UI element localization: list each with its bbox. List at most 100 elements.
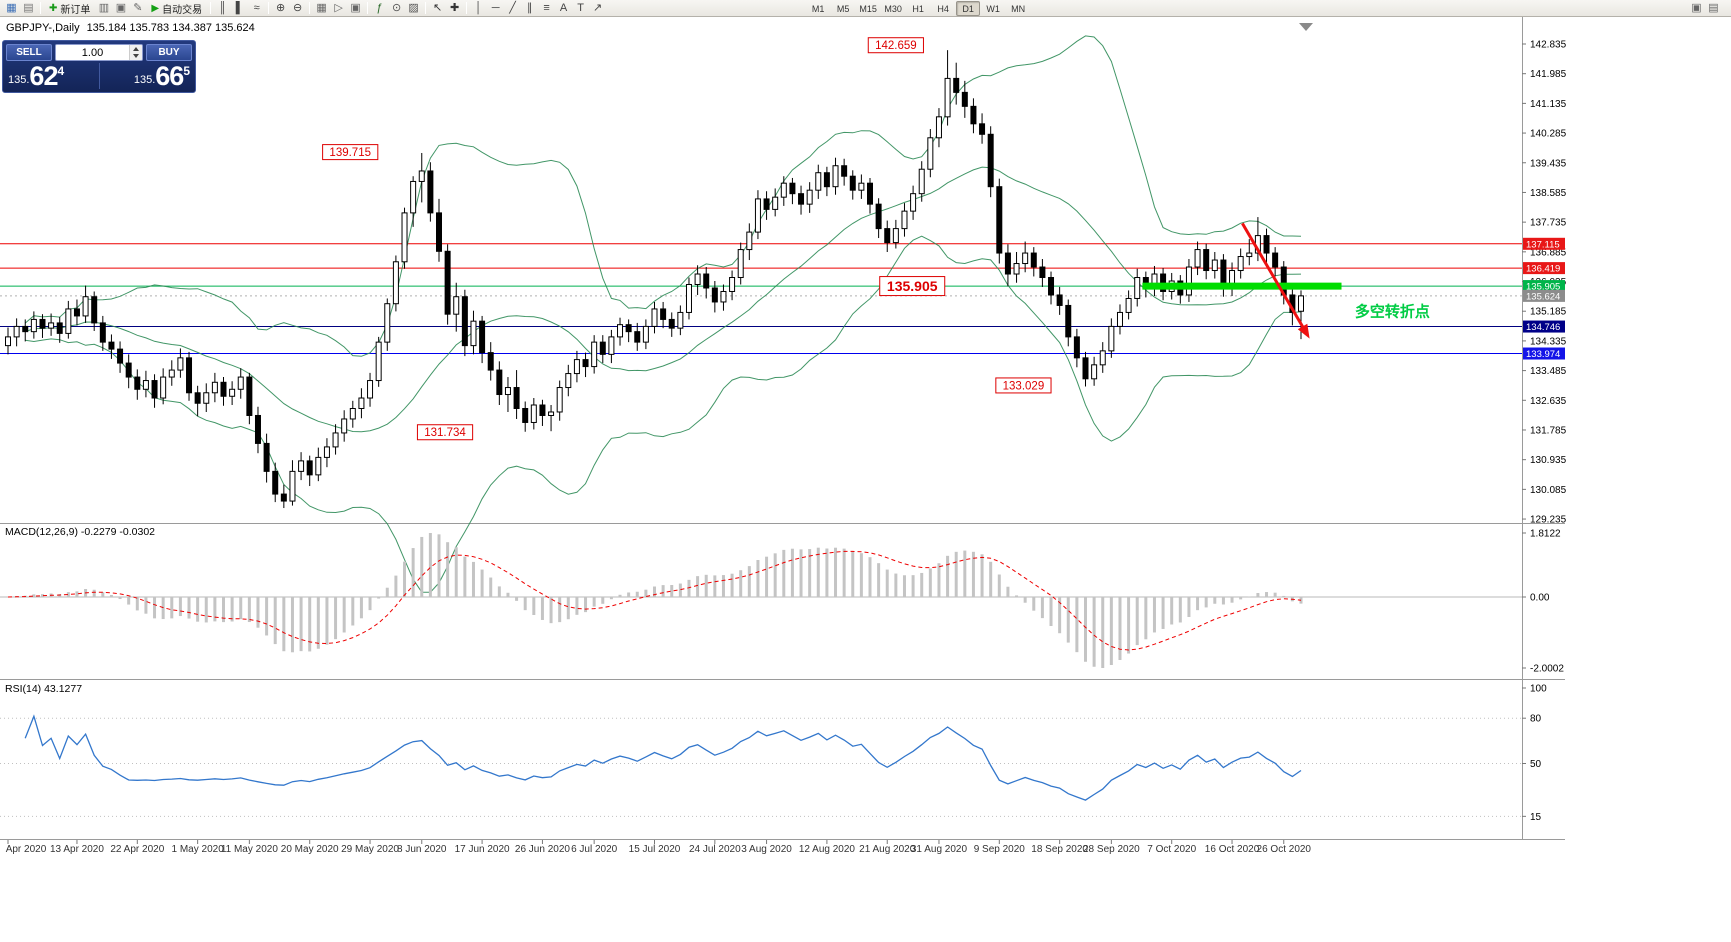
candle [427, 170, 434, 214]
candle [582, 359, 589, 368]
macd-label: MACD(12,26,9) -0.2279 -0.0302 [5, 526, 155, 538]
timeframe-H4[interactable]: H4 [937, 3, 949, 14]
timeframe-H1[interactable]: H1 [912, 3, 924, 14]
one-click-trading-panel: SELL BUY 135.624 135.665 [2, 40, 196, 93]
svg-text:11 May 2020: 11 May 2020 [221, 844, 279, 855]
label-icon[interactable]: T [577, 1, 584, 14]
cursor-icon[interactable]: ↖ [432, 1, 443, 14]
price-label-low-jun[interactable]: 131.734 [416, 424, 474, 441]
svg-text:1.8122: 1.8122 [1530, 529, 1561, 540]
timeframe-M30[interactable]: M30 [884, 3, 902, 14]
price-label-high-jun[interactable]: 139.715 [322, 144, 379, 161]
candle [944, 77, 951, 118]
candle [901, 210, 908, 230]
candle [142, 380, 149, 390]
zoom-out-icon[interactable]: ⊖ [292, 1, 303, 14]
timeframe-M15[interactable]: M15 [859, 3, 877, 14]
ask-price[interactable]: 135. 66 5 [102, 63, 193, 90]
price-tag-135.624: 135.624 [1523, 289, 1565, 302]
volume-down-button[interactable] [130, 53, 142, 61]
trendline-icon[interactable]: ╱ [509, 1, 516, 14]
new-window-icon[interactable]: ▣ [1691, 1, 1702, 14]
indicators-icon[interactable]: ƒ [376, 1, 383, 14]
zoom-in-icon[interactable]: ⊕ [275, 1, 286, 14]
fibonacci-icon[interactable]: ≡ [543, 1, 550, 14]
bid-prefix: 135. [8, 74, 30, 86]
timeframe-M5[interactable]: M5 [836, 3, 850, 14]
candle [780, 182, 787, 198]
buy-button[interactable]: BUY [146, 44, 192, 61]
candle [573, 359, 580, 375]
price-label-high-sep[interactable]: 142.659 [867, 37, 924, 54]
symbol-ohlc-values: 135.184 135.783 134.387 135.624 [86, 22, 255, 34]
new-order-button[interactable]: ✚ 新订单 [44, 1, 95, 16]
toolbar-separator [309, 2, 311, 14]
new-chart-icon[interactable]: ▦ [6, 1, 17, 14]
auto-scroll-icon[interactable]: ▷ [334, 1, 343, 14]
symbol-name: GBPJPY-,Daily [6, 22, 80, 34]
candle [401, 212, 408, 263]
candle [1056, 294, 1063, 306]
volume-up-button[interactable] [130, 45, 142, 53]
window-list-icon[interactable]: ▤ [1708, 1, 1719, 14]
timeframe-D1[interactable]: D1 [956, 0, 981, 16]
candle [720, 290, 727, 303]
price-tag-133.974: 133.974 [1523, 347, 1565, 360]
price-label-key-level[interactable]: 135.905 [879, 276, 946, 297]
candle [1203, 249, 1210, 272]
line-chart-icon[interactable]: ≈ [253, 1, 260, 14]
svg-text:16 Oct 2020: 16 Oct 2020 [1205, 844, 1260, 855]
price-label-low-sep[interactable]: 133.029 [995, 377, 1052, 394]
new-order-button-label: 新订单 [60, 4, 91, 16]
candle [599, 341, 606, 355]
candle [522, 407, 529, 423]
profiles-icon[interactable]: ▤ [23, 1, 34, 14]
timeframe-M1[interactable]: M1 [811, 3, 825, 14]
vertical-line-icon[interactable]: │ [475, 1, 483, 14]
chart-shift-icon[interactable]: ▣ [350, 1, 361, 14]
bid-price[interactable]: 135. 62 4 [6, 63, 97, 90]
autotrading-button[interactable]: ▶ 自动交易 [146, 1, 207, 16]
candle [1004, 252, 1011, 275]
candle [668, 318, 675, 329]
channel-icon[interactable]: ∥ [526, 1, 533, 14]
candle [229, 388, 236, 397]
svg-text:26 Oct 2020: 26 Oct 2020 [1257, 844, 1312, 855]
toolbar-separator [210, 2, 212, 14]
strategy-tester-icon[interactable]: ✎ [133, 1, 143, 14]
arrows-icon[interactable]: ↗ [592, 1, 603, 14]
tile-windows-icon[interactable]: ▦ [316, 1, 327, 14]
annotation-turning-point[interactable]: 多空转折点 [1355, 303, 1430, 321]
candle [754, 198, 761, 233]
crosshair-icon[interactable]: ✚ [449, 1, 460, 14]
candle [1030, 252, 1037, 268]
text-icon[interactable]: A [559, 1, 568, 14]
svg-text:134.335: 134.335 [1530, 336, 1567, 347]
candle [892, 228, 899, 244]
svg-text:15 Jul 2020: 15 Jul 2020 [629, 844, 681, 855]
candle [729, 277, 736, 292]
periods-icon[interactable]: ⊙ [391, 1, 402, 14]
candle [1073, 336, 1080, 359]
svg-text:136.885: 136.885 [1530, 247, 1567, 258]
macd-panel: 1.8122 0.00 -2.0002 MACD(12,26,9) -0.2279 -… [0, 526, 1564, 675]
svg-text:26 Jun 2020: 26 Jun 2020 [515, 844, 570, 855]
data-window-icon[interactable]: ▣ [115, 1, 127, 14]
svg-text:31 Aug 2020: 31 Aug 2020 [911, 844, 968, 855]
horizontal-line-icon[interactable]: ─ [491, 1, 500, 14]
candlestick-chart-icon[interactable]: ▌ [235, 1, 244, 14]
templates-icon[interactable]: ▨ [408, 1, 419, 14]
sell-button[interactable]: SELL [6, 44, 52, 61]
market-watch-icon[interactable]: ▥ [98, 1, 110, 14]
bar-chart-icon[interactable]: ║ [218, 1, 227, 14]
candle [151, 380, 158, 399]
candle [694, 273, 701, 285]
candle [1246, 252, 1253, 258]
svg-text:100: 100 [1530, 684, 1547, 695]
timeframe-MN[interactable]: MN [1011, 3, 1026, 14]
volume-input[interactable] [56, 45, 129, 60]
trend-arrow[interactable] [1241, 222, 1310, 339]
candle [263, 442, 270, 472]
timeframe-W1[interactable]: W1 [986, 3, 1000, 14]
